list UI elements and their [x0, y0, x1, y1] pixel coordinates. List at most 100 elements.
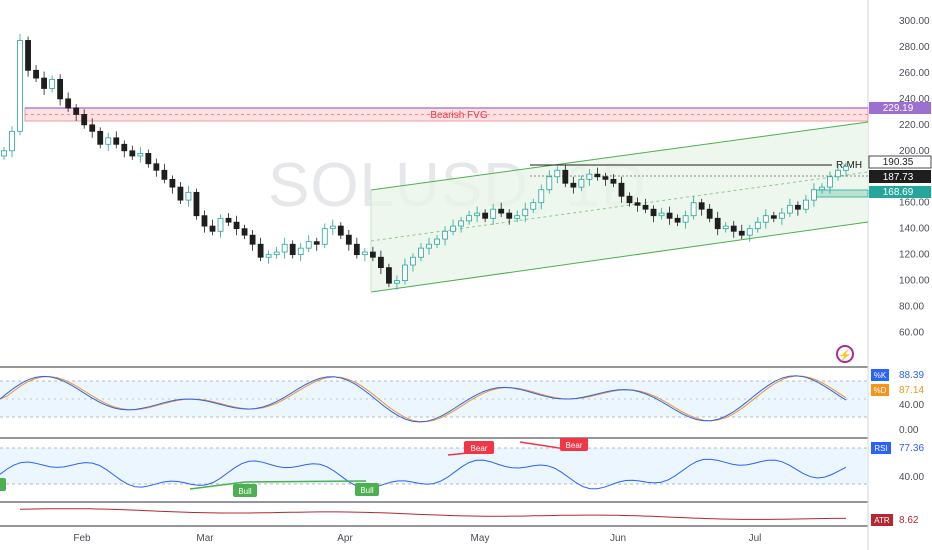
candle-body	[634, 202, 641, 206]
stoch-tick: 0.00	[899, 425, 919, 436]
candle-body	[642, 204, 649, 210]
atr-line	[19, 508, 847, 520]
candle-body	[185, 191, 192, 201]
candle-body	[819, 186, 825, 191]
candle-body	[209, 225, 216, 232]
candle-body	[827, 176, 833, 188]
candle-body	[578, 178, 585, 188]
s-value-tag: 168.69	[869, 186, 931, 198]
candle-body	[410, 256, 416, 266]
rsi-band	[0, 448, 868, 484]
candle-body	[522, 208, 529, 217]
candle-body	[313, 241, 320, 245]
candle-body	[746, 228, 753, 236]
time-axis[interactable]: Feb Mar Apr May Jun Jul	[73, 533, 761, 544]
stoch-tick: 40.00	[899, 400, 924, 411]
candle-body	[137, 152, 144, 157]
svg-text:77.36: 77.36	[899, 443, 924, 454]
candle-body	[722, 225, 729, 230]
candle-body	[257, 243, 264, 258]
candle-body	[490, 208, 497, 219]
bull-signal: Bull	[355, 483, 379, 496]
candle-body	[690, 202, 697, 217]
candle-body	[426, 243, 432, 249]
r-value-tag: 229.19	[869, 102, 931, 114]
rmh-label: R-MH	[836, 160, 862, 171]
bull-divergence-line	[244, 480, 367, 483]
candle-body	[386, 267, 392, 284]
price-tick-label: 60.00	[899, 328, 924, 339]
candle-body	[297, 247, 304, 256]
stoch-d-tag: %D 87.14	[871, 384, 924, 396]
candle-body	[570, 182, 577, 188]
candle-body	[546, 176, 553, 191]
svg-text:Bear: Bear	[566, 441, 583, 450]
candle-body	[730, 225, 737, 232]
candle-body	[466, 215, 473, 222]
candle-body	[57, 78, 64, 100]
candle-body	[811, 189, 817, 201]
price-tick-label: 220.00	[899, 120, 930, 131]
candle-body	[281, 243, 288, 253]
time-tick-label: May	[471, 533, 490, 544]
price-tick-label: 260.00	[899, 68, 930, 79]
candle-body	[562, 169, 569, 184]
candle-body	[113, 137, 120, 145]
price-tick-label: 160.00	[899, 198, 930, 209]
rmh-value-tag: 190.35	[868, 155, 932, 169]
candle-body	[369, 251, 376, 258]
bull-divergence-line	[189, 481, 246, 490]
candle-body	[41, 77, 47, 89]
candle-body	[97, 130, 104, 145]
candle-body	[442, 230, 448, 240]
candle-body	[249, 234, 256, 245]
candle-body	[337, 225, 344, 236]
candle-body	[738, 230, 745, 236]
candle-body	[506, 212, 513, 219]
svg-text:%K: %K	[874, 371, 887, 380]
channel-fill	[371, 122, 868, 292]
candle-body	[121, 143, 128, 152]
time-tick-label: Mar	[196, 533, 214, 544]
candle-body	[514, 215, 521, 219]
candle-body	[1, 150, 7, 157]
candlestick-series	[1, 33, 849, 290]
candle-body	[33, 69, 39, 79]
candle-body	[49, 78, 56, 89]
stoch-k-tag: %K 88.39	[871, 369, 924, 381]
candle-body	[201, 215, 208, 227]
svg-text:8.62: 8.62	[899, 515, 919, 526]
candle-body	[345, 234, 352, 245]
support-zone	[814, 189, 869, 198]
svg-text:ATR: ATR	[874, 516, 890, 525]
alert-bolt-icon[interactable]: ⚡	[836, 345, 854, 363]
svg-text:%D: %D	[874, 386, 887, 395]
candle-body	[129, 150, 136, 157]
svg-text:229.19: 229.19	[883, 103, 914, 114]
candle-body	[554, 169, 561, 178]
svg-text:168.69: 168.69	[883, 187, 914, 198]
price-tick-label: 280.00	[899, 42, 930, 53]
price-tick-label: 200.00	[899, 146, 930, 157]
candle-body	[450, 225, 456, 232]
candle-body	[794, 204, 801, 210]
candle-body	[482, 212, 489, 219]
time-tick-label: Apr	[337, 533, 353, 544]
price-tick-label: 140.00	[899, 224, 930, 235]
candle-body	[289, 243, 296, 256]
candle-body	[778, 212, 785, 219]
candle-body	[225, 217, 232, 223]
candle-body	[265, 254, 272, 258]
candle-body	[682, 215, 689, 223]
candle-body	[233, 221, 240, 230]
svg-text:Bear: Bear	[471, 444, 488, 453]
candle-body	[9, 130, 15, 152]
candle-body	[89, 124, 96, 132]
candle-body	[418, 247, 424, 258]
candle-body	[706, 208, 713, 219]
rsi-tag: RSI 77.36	[871, 442, 924, 454]
candle-body	[538, 189, 545, 204]
atr-tag: ATR 8.62	[871, 514, 919, 526]
svg-text:RSI: RSI	[874, 444, 887, 453]
